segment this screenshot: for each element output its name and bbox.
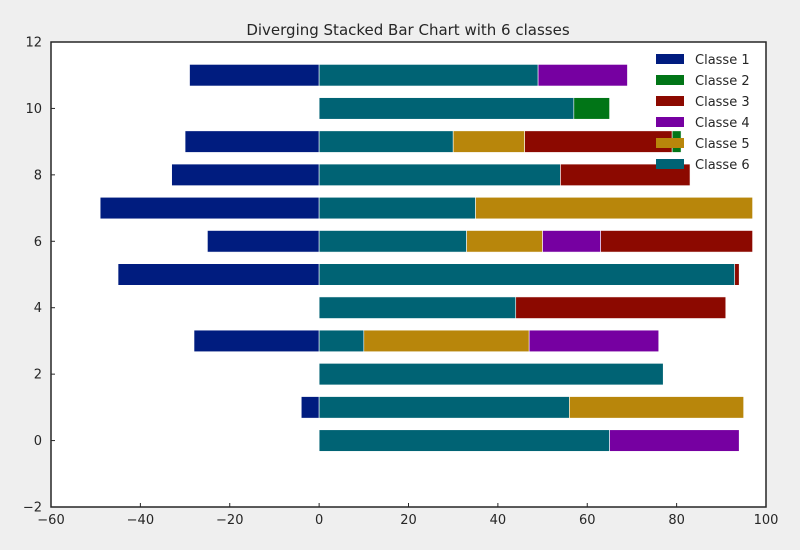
bar-classe-1-row-6 (207, 230, 320, 253)
y-tick-label: 10 (25, 102, 42, 117)
bar-classe-1-row-7 (99, 196, 320, 220)
bar-classe-4-row-3 (528, 329, 660, 353)
x-tick-label: 40 (490, 513, 507, 528)
bar-classe-1-row-3 (193, 329, 320, 353)
bar-classe-3-row-6 (600, 230, 753, 253)
y-tick-label: 2 (34, 368, 42, 383)
x-tick-label: −20 (216, 513, 243, 528)
y-axis: −2 0 2 4 6 8 10 12 (23, 36, 55, 516)
legend-swatch (656, 75, 684, 85)
bar-classe-6-row-4 (318, 296, 517, 319)
bar-classe-6-row-2 (318, 363, 664, 386)
bar-classe-3-row-9 (524, 130, 673, 153)
x-tick-label: 60 (579, 513, 596, 528)
x-tick-label: −60 (37, 513, 64, 528)
bar-classe-1-row-11 (189, 64, 320, 87)
y-tick-label: 6 (34, 235, 42, 250)
legend-swatch (656, 96, 684, 106)
bar-classe-6-row-9 (318, 130, 454, 153)
legend-label: Classe 6 (695, 158, 750, 173)
legend-label: Classe 1 (695, 53, 750, 68)
bar-classe-5-row-9 (452, 130, 525, 153)
bar-classe-1-row-9 (184, 130, 320, 153)
legend-label: Classe 4 (695, 116, 750, 131)
chart-title: Diverging Stacked Bar Chart with 6 class… (246, 21, 569, 39)
bar-classe-4-row-11 (537, 64, 628, 87)
legend-label: Classe 2 (695, 74, 750, 89)
legend-swatch (656, 117, 684, 127)
bar-classe-6-row-8 (318, 163, 561, 186)
y-tick-label: 0 (34, 434, 42, 449)
bar-classe-6-row-10 (318, 97, 575, 120)
x-axis: −60 −40 −20 0 20 40 60 80 100 (37, 503, 778, 528)
y-tick-label: 4 (34, 301, 42, 316)
legend-swatch (656, 138, 684, 148)
x-tick-label: −40 (127, 513, 154, 528)
bar-classe-3-row-5 (734, 263, 740, 286)
bar-classe-2-row-10 (573, 97, 610, 120)
bar-classe-6-row-1 (318, 396, 570, 419)
bar-classe-4-row-6 (542, 230, 601, 253)
bar-classe-5-row-3 (363, 329, 530, 353)
legend-label: Classe 5 (695, 137, 750, 152)
bar-classe-5-row-6 (466, 230, 543, 253)
bar-classe-1-row-5 (117, 263, 320, 286)
bar-classe-6-row-6 (318, 230, 467, 253)
bar-classe-6-row-3 (318, 329, 365, 353)
y-tick-label: 8 (34, 168, 42, 183)
bar-classe-6-row-5 (318, 263, 736, 286)
bars-layer (99, 64, 753, 452)
bar-classe-6-row-0 (318, 429, 610, 452)
legend-label: Classe 3 (695, 95, 750, 110)
legend-swatch (656, 54, 684, 64)
legend-swatch (656, 159, 684, 169)
bar-classe-5-row-7 (475, 196, 753, 220)
bar-classe-3-row-4 (515, 296, 727, 319)
bar-classe-1-row-1 (300, 396, 320, 419)
bar-classe-3-row-8 (560, 163, 691, 186)
legend: Classe 1 Classe 2 Classe 3 Classe 4 Classe 5… (656, 53, 750, 173)
x-tick-label: 20 (400, 513, 417, 528)
x-tick-label: 0 (315, 513, 323, 528)
y-tick-label: −2 (23, 501, 42, 516)
bar-classe-1-row-8 (171, 163, 320, 186)
bar-classe-4-row-0 (609, 429, 740, 452)
bar-classe-6-row-11 (318, 64, 539, 87)
bar-classe-5-row-1 (569, 396, 744, 419)
y-tick-label: 12 (25, 36, 42, 51)
x-tick-label: 80 (668, 513, 685, 528)
bar-classe-6-row-7 (318, 196, 476, 220)
x-tick-label: 100 (754, 513, 779, 528)
